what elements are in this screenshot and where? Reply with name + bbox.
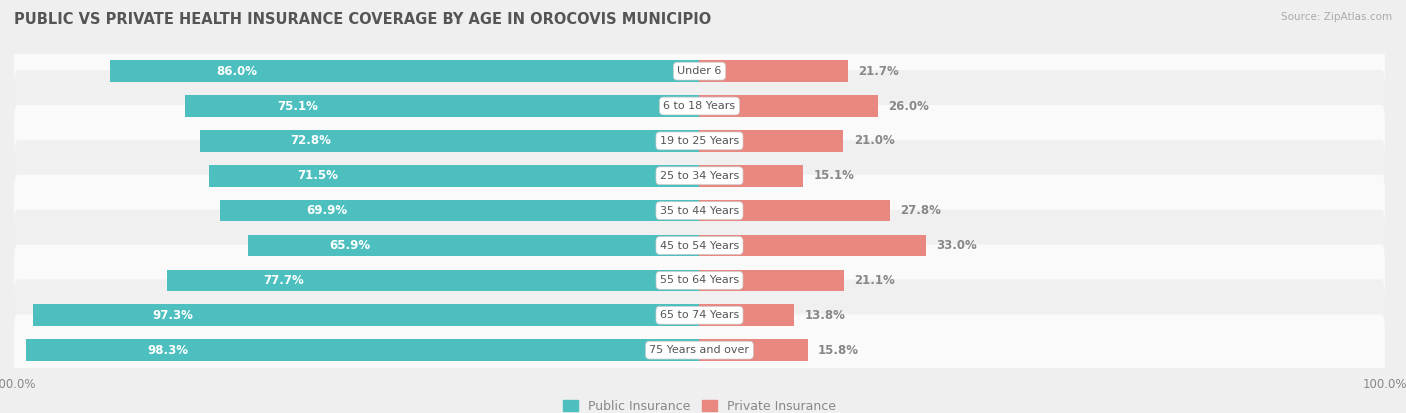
Text: 21.0%: 21.0% bbox=[853, 134, 894, 147]
Bar bbox=[700, 60, 848, 82]
Text: Source: ZipAtlas.com: Source: ZipAtlas.com bbox=[1281, 12, 1392, 22]
FancyBboxPatch shape bbox=[14, 35, 1385, 107]
Text: 21.7%: 21.7% bbox=[859, 64, 900, 78]
Bar bbox=[209, 165, 700, 187]
Text: 6 to 18 Years: 6 to 18 Years bbox=[664, 101, 735, 111]
Text: 33.0%: 33.0% bbox=[936, 239, 977, 252]
Bar bbox=[700, 304, 794, 326]
Text: 77.7%: 77.7% bbox=[263, 274, 304, 287]
Text: 35 to 44 Years: 35 to 44 Years bbox=[659, 206, 740, 216]
Text: 26.0%: 26.0% bbox=[889, 100, 929, 112]
Bar bbox=[700, 270, 844, 291]
Text: 72.8%: 72.8% bbox=[290, 134, 332, 147]
Text: 86.0%: 86.0% bbox=[217, 64, 257, 78]
Text: 55 to 64 Years: 55 to 64 Years bbox=[659, 275, 740, 285]
Bar bbox=[32, 304, 700, 326]
FancyBboxPatch shape bbox=[14, 244, 1385, 316]
Text: 75 Years and over: 75 Years and over bbox=[650, 345, 749, 355]
Text: 13.8%: 13.8% bbox=[804, 309, 845, 322]
Bar bbox=[25, 339, 700, 361]
FancyBboxPatch shape bbox=[14, 175, 1385, 247]
FancyBboxPatch shape bbox=[14, 105, 1385, 177]
Text: 45 to 54 Years: 45 to 54 Years bbox=[659, 240, 740, 251]
Bar bbox=[700, 95, 877, 117]
Bar bbox=[110, 60, 700, 82]
Text: 98.3%: 98.3% bbox=[148, 344, 188, 357]
Text: 15.1%: 15.1% bbox=[813, 169, 853, 182]
Text: Under 6: Under 6 bbox=[678, 66, 721, 76]
Bar bbox=[184, 95, 700, 117]
Text: 19 to 25 Years: 19 to 25 Years bbox=[659, 136, 740, 146]
Bar bbox=[167, 270, 700, 291]
FancyBboxPatch shape bbox=[14, 70, 1385, 142]
Bar bbox=[700, 339, 808, 361]
FancyBboxPatch shape bbox=[14, 210, 1385, 281]
Text: PUBLIC VS PRIVATE HEALTH INSURANCE COVERAGE BY AGE IN OROCOVIS MUNICIPIO: PUBLIC VS PRIVATE HEALTH INSURANCE COVER… bbox=[14, 12, 711, 27]
Text: 21.1%: 21.1% bbox=[855, 274, 896, 287]
Bar bbox=[700, 235, 925, 256]
Bar bbox=[700, 165, 803, 187]
Text: 71.5%: 71.5% bbox=[298, 169, 339, 182]
Bar bbox=[247, 235, 700, 256]
Legend: Public Insurance, Private Insurance: Public Insurance, Private Insurance bbox=[558, 395, 841, 413]
Bar bbox=[221, 200, 700, 221]
Text: 15.8%: 15.8% bbox=[818, 344, 859, 357]
Bar bbox=[700, 130, 844, 152]
FancyBboxPatch shape bbox=[14, 140, 1385, 211]
Text: 25 to 34 Years: 25 to 34 Years bbox=[659, 171, 740, 181]
Bar bbox=[700, 200, 890, 221]
Text: 65 to 74 Years: 65 to 74 Years bbox=[659, 310, 740, 320]
Text: 97.3%: 97.3% bbox=[153, 309, 194, 322]
Text: 27.8%: 27.8% bbox=[900, 204, 941, 217]
Text: 69.9%: 69.9% bbox=[307, 204, 347, 217]
Bar bbox=[201, 130, 700, 152]
Text: 65.9%: 65.9% bbox=[329, 239, 370, 252]
Text: 75.1%: 75.1% bbox=[277, 100, 318, 112]
FancyBboxPatch shape bbox=[14, 280, 1385, 351]
FancyBboxPatch shape bbox=[14, 314, 1385, 386]
